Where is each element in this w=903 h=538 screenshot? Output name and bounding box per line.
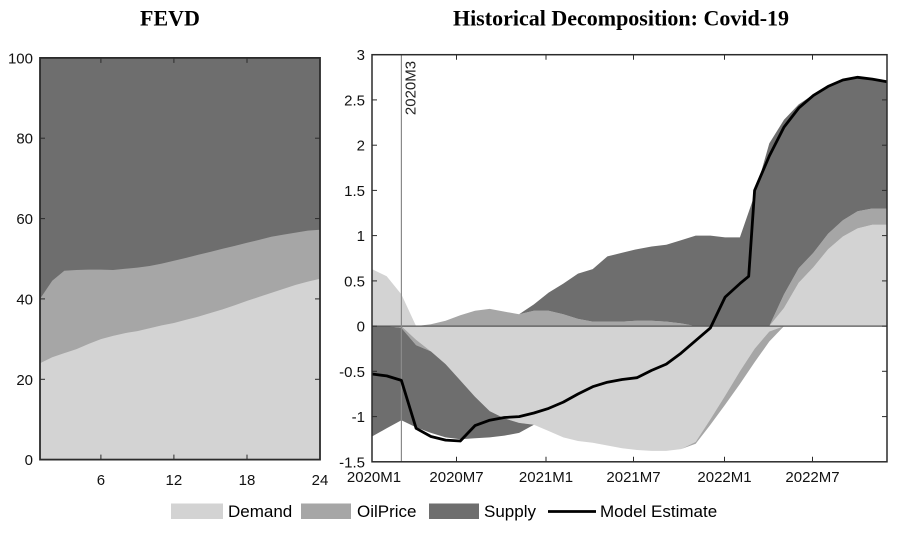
svg-text:2021M7: 2021M7 [606,469,660,486]
svg-text:Supply: Supply [484,502,536,521]
svg-text:0: 0 [357,319,365,336]
svg-text:OilPrice: OilPrice [357,502,417,521]
svg-text:1: 1 [357,228,365,245]
svg-text:12: 12 [166,472,183,489]
svg-text:2.5: 2.5 [344,92,365,109]
svg-text:40: 40 [16,291,33,308]
svg-text:2020M7: 2020M7 [429,469,483,486]
svg-text:18: 18 [239,472,256,489]
svg-text:Historical Decomposition: Covi: Historical Decomposition: Covid-19 [453,6,789,31]
svg-text:0: 0 [25,452,33,469]
svg-text:20: 20 [16,372,33,389]
svg-text:2020M1: 2020M1 [347,469,401,486]
svg-text:FEVD: FEVD [140,6,200,31]
svg-text:0.5: 0.5 [344,273,365,290]
svg-text:3: 3 [357,47,365,64]
svg-text:2021M1: 2021M1 [519,469,573,486]
svg-text:2: 2 [357,138,365,155]
svg-text:-0.5: -0.5 [339,364,365,381]
svg-text:Demand: Demand [228,502,292,521]
svg-text:2022M1: 2022M1 [697,469,751,486]
svg-text:24: 24 [312,472,329,489]
svg-text:-1: -1 [352,409,365,426]
svg-text:60: 60 [16,211,33,228]
svg-text:1.5: 1.5 [344,183,365,200]
svg-text:2022M7: 2022M7 [785,469,839,486]
svg-text:100: 100 [8,50,33,67]
svg-text:80: 80 [16,131,33,148]
svg-text:Model Estimate: Model Estimate [600,502,717,521]
svg-text:2020M3: 2020M3 [402,61,419,115]
svg-text:6: 6 [97,472,105,489]
svg-text:-1.5: -1.5 [339,454,365,471]
